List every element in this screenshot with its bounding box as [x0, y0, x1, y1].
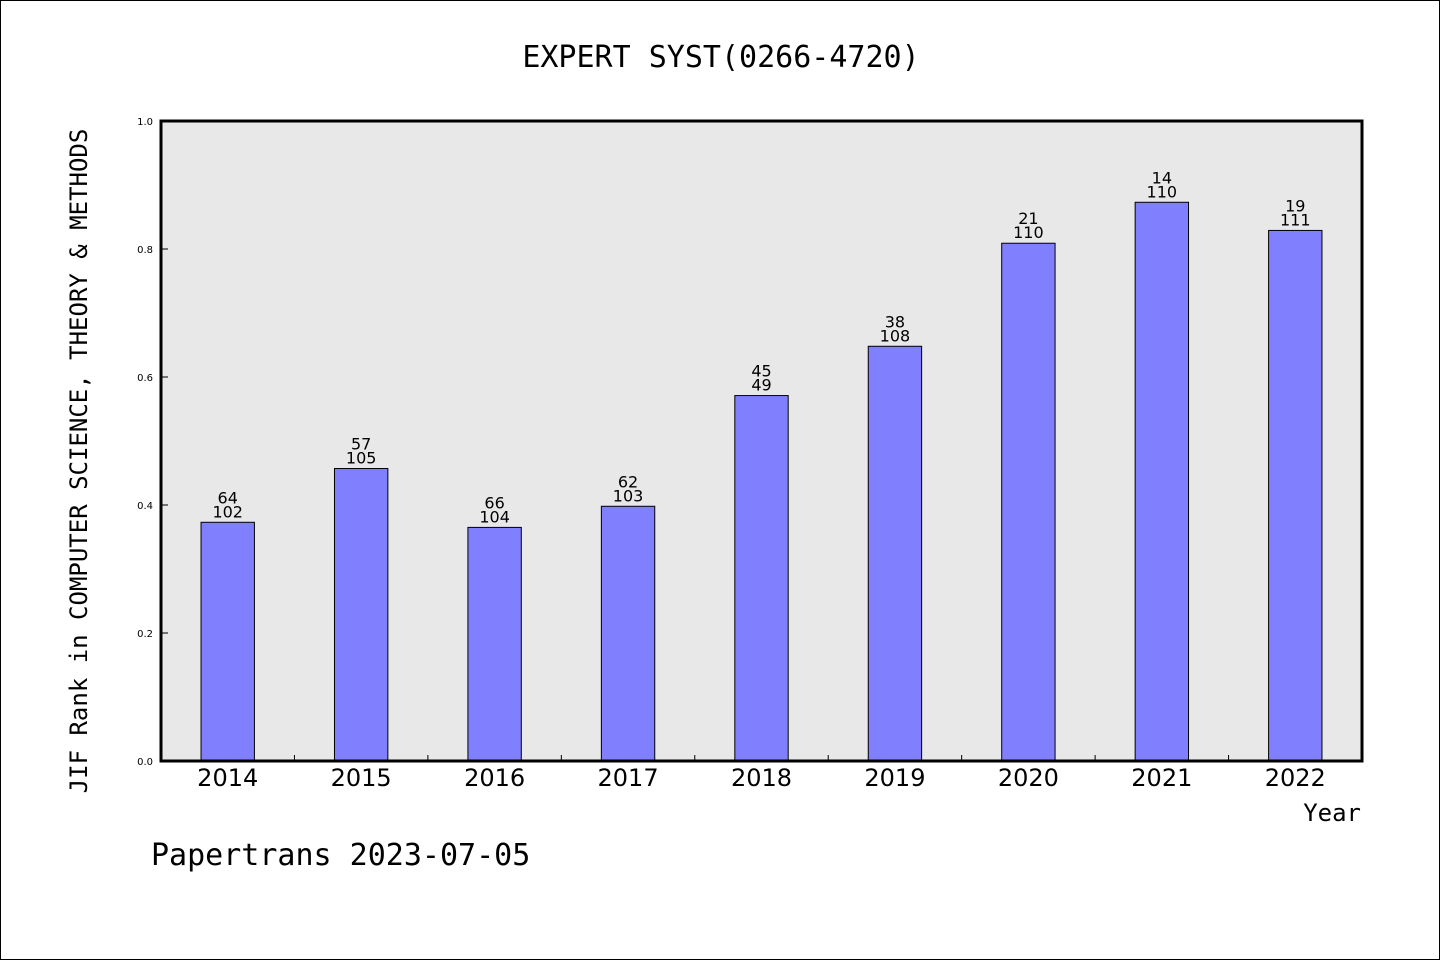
- data-label-total-2021: 110: [1147, 182, 1178, 201]
- data-label-rank-2018: 45: [751, 362, 771, 381]
- data-label-rank-2022: 19: [1285, 196, 1305, 215]
- data-label-rank-2015: 57: [351, 435, 371, 454]
- data-label-rank-2014: 64: [218, 488, 238, 507]
- data-label-rank-2020: 21: [1018, 209, 1038, 228]
- data-label-total-2014: 102: [212, 502, 243, 521]
- bar-2020: [1001, 242, 1056, 762]
- data-label-rank-2021: 14: [1152, 168, 1172, 187]
- plot-border: [159, 119, 1364, 763]
- data-label-total-2016: 104: [479, 507, 510, 526]
- x-tick-label-2017: 2017: [598, 764, 659, 792]
- data-label-rank-2017: 62: [618, 472, 638, 491]
- data-label-rank-2019: 38: [885, 312, 905, 331]
- y-tick-label: 0.0: [137, 757, 153, 768]
- y-tick-label: 0.2: [137, 629, 153, 640]
- bar-2022: [1268, 229, 1323, 762]
- x-tick-label-2016: 2016: [464, 764, 525, 792]
- y-tick-label: 1.0: [137, 117, 153, 128]
- x-tick-label-2020: 2020: [998, 764, 1059, 792]
- data-label-total-2020: 110: [1013, 223, 1044, 242]
- bar-2017: [600, 505, 656, 762]
- x-tick-label-2021: 2021: [1131, 764, 1192, 792]
- y-tick-label: 0.8: [137, 245, 153, 256]
- y-axis-label: JIF Rank in COMPUTER SCIENCE, THEORY & M…: [65, 129, 93, 794]
- x-tick-label-2015: 2015: [331, 764, 392, 792]
- chart-title: EXPERT SYST(0266-4720): [522, 40, 919, 75]
- x-tick-label-2018: 2018: [731, 764, 792, 792]
- x-tick-label-2019: 2019: [864, 764, 925, 792]
- data-label-rank-2016: 66: [484, 493, 504, 512]
- data-label-total-2019: 108: [880, 326, 911, 345]
- x-axis-ticks: 2014 2015 2016 2017 2018 2019 2020 2021 2022: [197, 755, 1326, 792]
- x-tick-label-2014: 2014: [197, 764, 258, 792]
- x-tick-label-2022: 2022: [1265, 764, 1326, 792]
- data-label-total-2017: 103: [613, 486, 644, 505]
- bar-2014: [200, 521, 255, 762]
- bar-2016: [467, 526, 522, 762]
- bar-2015: [333, 468, 389, 762]
- x-axis-label: Year: [1303, 799, 1361, 827]
- data-label-total-2018: 49: [751, 376, 771, 395]
- data-label-total-2015: 105: [346, 449, 377, 468]
- data-labels: 6410257105661046210345493810821110141101…: [212, 168, 1310, 526]
- bar-2021: [1134, 201, 1190, 762]
- footer-text: Papertrans 2023-07-05: [151, 838, 530, 873]
- bar-2018: [734, 395, 789, 762]
- bar-2019: [867, 345, 923, 762]
- y-tick-label: 0.4: [137, 501, 153, 512]
- bar-series: [200, 201, 1323, 762]
- y-tick-label: 0.6: [137, 373, 153, 384]
- data-label-total-2022: 111: [1280, 210, 1311, 229]
